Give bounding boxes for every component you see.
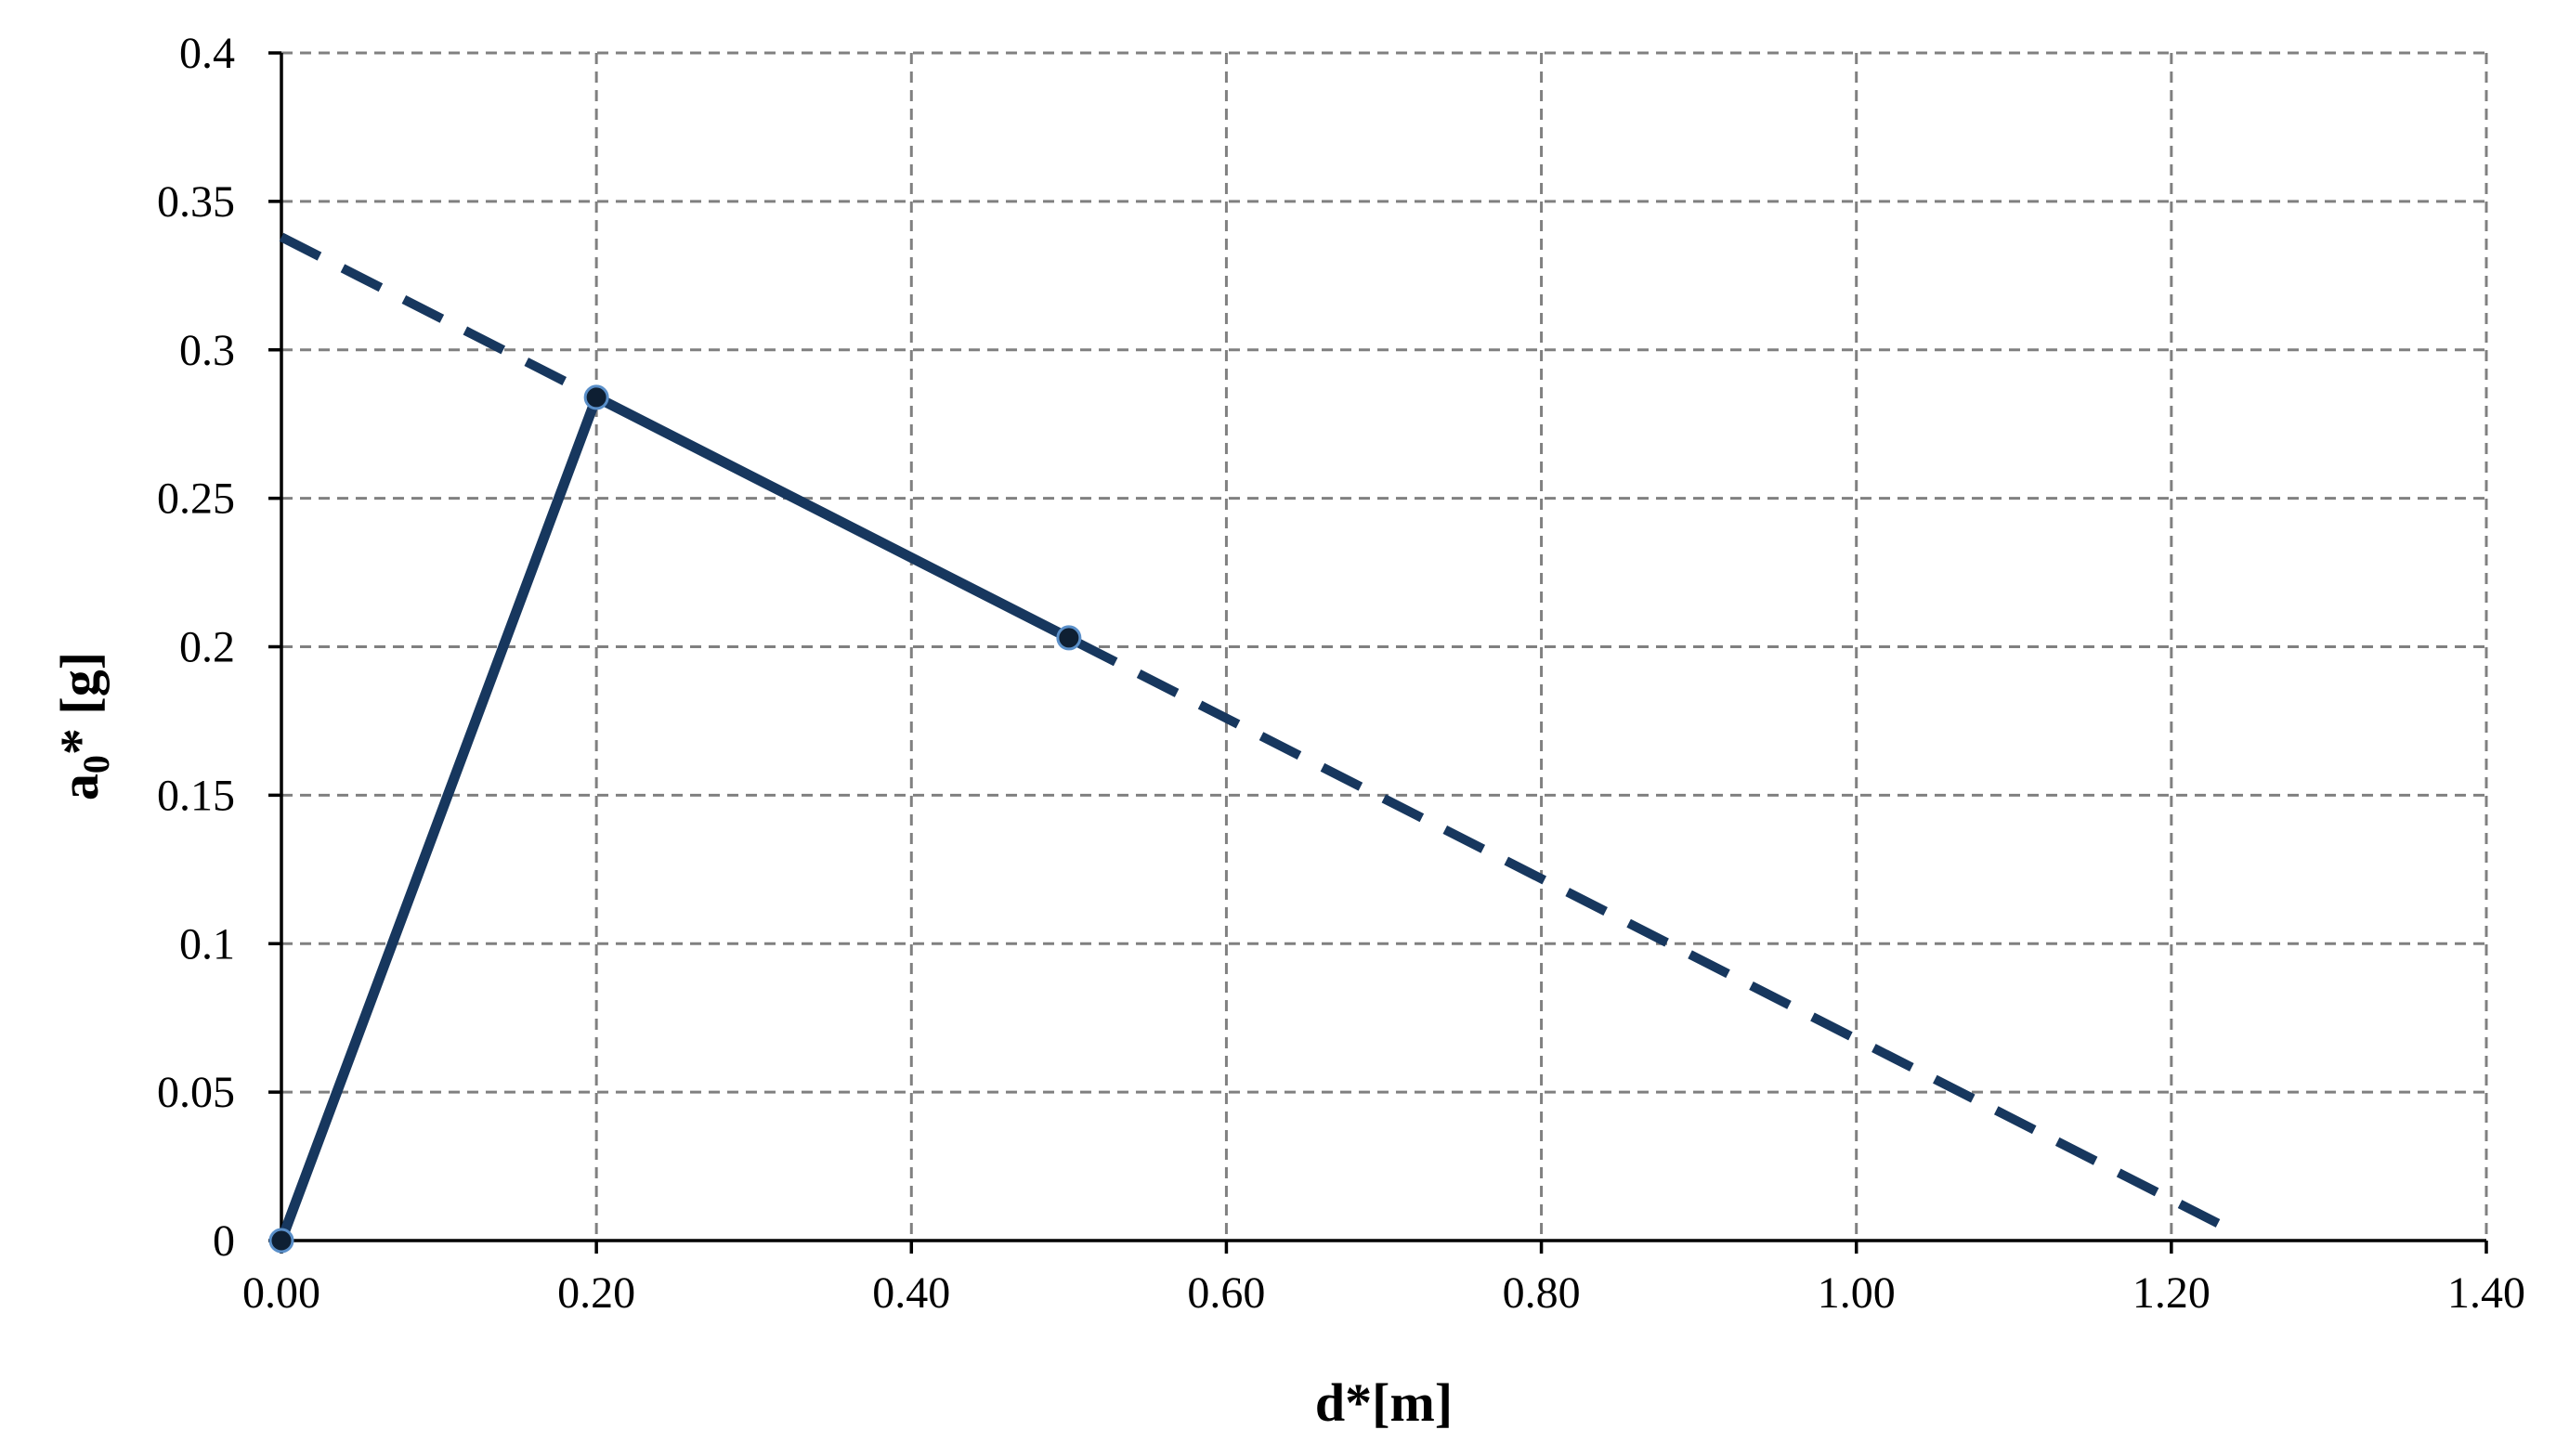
x-tick-label: 0.80: [1503, 1268, 1581, 1318]
y-axis-title-rest: * [g]: [49, 652, 110, 755]
x-tick-label: 1.40: [2447, 1268, 2525, 1318]
y-tick-label: 0.3: [179, 326, 235, 375]
dashed-extension-line: [279, 232, 2236, 1236]
y-axis-title: a0* [g]: [49, 652, 117, 800]
data-point-marker: [268, 1228, 294, 1254]
y-tick-label: 0.05: [157, 1068, 235, 1117]
x-tick-label: 0.20: [557, 1268, 635, 1318]
x-tick-label: 0.40: [872, 1268, 950, 1318]
y-tick-label: 0.4: [179, 29, 235, 78]
y-tick-labels: 0 0.05 0.1 0.15 0.2 0.25 0.3 0.35 0.4: [157, 29, 235, 1266]
x-tick-label: 0.60: [1187, 1268, 1265, 1318]
x-tick-labels: 0.00 0.20 0.40 0.60 0.80 1.00 1.20 1.40: [242, 1268, 2525, 1318]
data-point-marker: [583, 384, 609, 410]
x-tick-label: 1.20: [2132, 1268, 2210, 1318]
y-tick-label: 0: [213, 1216, 235, 1266]
axes: [268, 51, 2488, 1254]
solid-capacity-line: [276, 392, 1072, 1242]
y-axis-title-subscript: 0: [75, 755, 117, 774]
y-tick-label: 0.1: [179, 919, 235, 968]
y-axis-title-main: a: [49, 774, 110, 800]
y-tick-label: 0.25: [157, 474, 235, 524]
y-tick-label: 0.2: [179, 623, 235, 672]
series-layer: [268, 232, 2236, 1254]
data-point-marker: [1056, 625, 1082, 651]
grid-lines: [281, 51, 2488, 1241]
x-axis-title: d*[m]: [1315, 1372, 1453, 1433]
x-tick-label: 1.00: [1818, 1268, 1896, 1318]
y-tick-label: 0.15: [157, 771, 235, 820]
y-tick-label: 0.35: [157, 177, 235, 227]
x-tick-label: 0.00: [242, 1268, 320, 1318]
